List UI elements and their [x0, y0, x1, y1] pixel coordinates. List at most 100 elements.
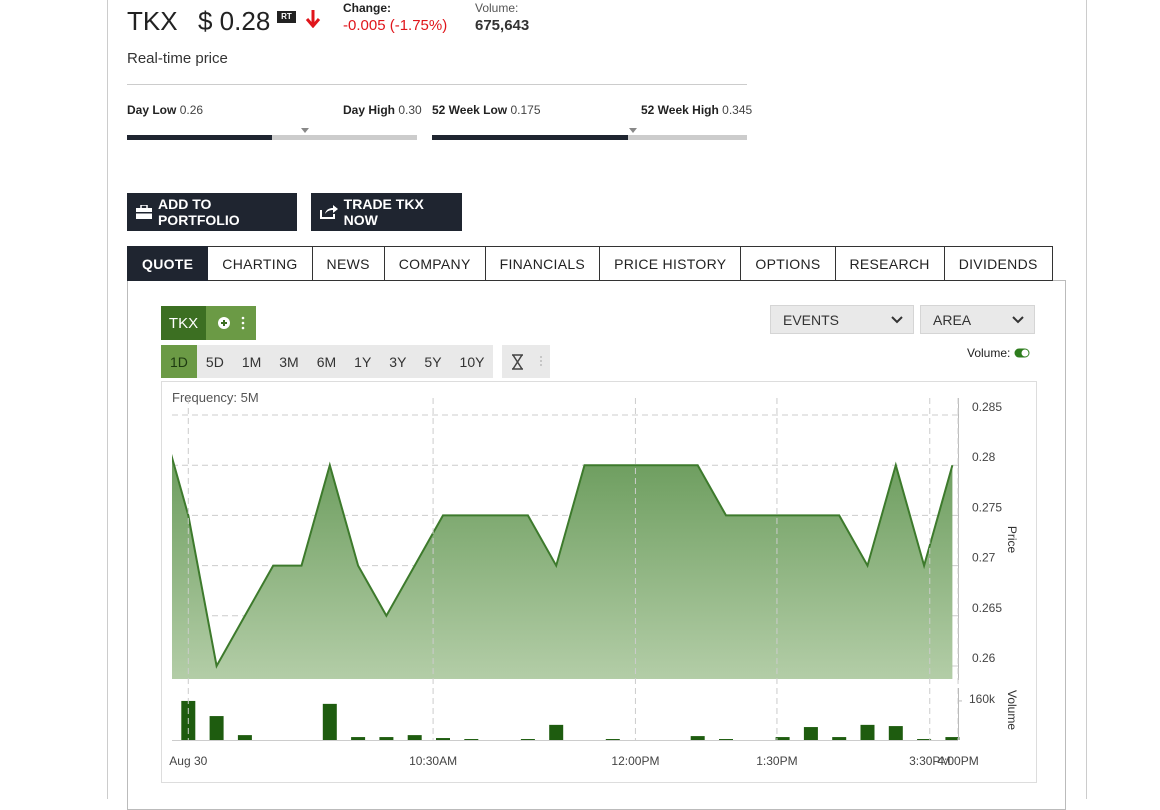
toggle-label: Volume:: [967, 346, 1011, 360]
volume-bar: [322, 703, 337, 740]
subtitle: Real-time price: [127, 50, 228, 67]
chip-icons: [218, 316, 245, 330]
volume-label: Volume:: [475, 1, 519, 15]
briefcase-icon: [136, 204, 152, 219]
period-button[interactable]: 5D: [196, 345, 233, 378]
button-label: TRADE TKX NOW: [343, 196, 424, 228]
range-bar: [432, 135, 747, 140]
x-tick-label: 1:30PM: [756, 754, 797, 768]
period-button[interactable]: 6M: [307, 345, 346, 378]
tab[interactable]: CHARTING: [208, 246, 313, 281]
x-tick-label: 10:30AM: [409, 754, 457, 768]
tab-bar: QUOTE CHARTING NEWS COMPANY FINANCIALS PRICE …: [127, 246, 1053, 281]
range-selector[interactable]: [502, 345, 550, 378]
range-low: Day Low 0.26: [127, 103, 203, 117]
range-value: 0.345: [722, 103, 753, 117]
volume-bar: [351, 737, 366, 740]
events-dropdown[interactable]: EVENTS: [770, 305, 914, 334]
volume-bar: [549, 724, 564, 740]
y-tick-label: 0.27: [972, 551, 996, 565]
axis-title: Volume: [1005, 690, 1019, 730]
volume-bar: [775, 737, 790, 740]
y-tick-label: 0.26: [972, 651, 996, 665]
range-label: Day Low: [127, 103, 177, 117]
x-tick-label: 3:30PM: [909, 754, 950, 768]
plot: [172, 453, 954, 679]
area: [172, 457, 953, 679]
period-button[interactable]: 1Y: [345, 345, 381, 378]
range-high: Day High 0.30: [343, 103, 422, 117]
chevron: [1012, 315, 1024, 323]
y-tick-label: 160k: [969, 692, 996, 706]
style-dropdown[interactable]: AREA: [920, 305, 1035, 334]
y-tick-label: 0.265: [972, 601, 1002, 615]
symbol-chip[interactable]: TKX: [161, 306, 256, 340]
share-icon: [320, 205, 338, 219]
range-high: 52 Week High 0.345: [641, 103, 752, 117]
range-fill: [127, 135, 272, 140]
volume-bar: [832, 737, 847, 740]
range-marker: [301, 128, 309, 133]
down-arrow: [305, 10, 321, 28]
range-value: 0.175: [510, 103, 541, 117]
range-low: 52 Week Low 0.175: [432, 103, 541, 117]
period-button[interactable]: 1M: [232, 345, 271, 378]
toggle-switch: [1014, 348, 1030, 358]
price-line: [172, 453, 954, 669]
tab[interactable]: COMPANY: [384, 246, 486, 281]
dropdown-label: EVENTS: [783, 311, 840, 328]
volume-bar: [945, 737, 960, 740]
period-button[interactable]: 3M: [270, 345, 308, 378]
range-label: 52 Week Low: [432, 103, 508, 117]
volume-bar: [209, 716, 224, 740]
period-button[interactable]: 3Y: [380, 345, 416, 378]
change-label: Change:: [343, 1, 391, 15]
hourglass-icon: [512, 354, 542, 370]
tab[interactable]: RESEARCH: [835, 246, 945, 281]
symbol: TKX: [127, 6, 178, 36]
price: $ 0.28: [198, 6, 271, 36]
y-tick-label: 0.275: [972, 500, 1002, 514]
frame-line: [107, 0, 108, 799]
x-tick-label: 12:00PM: [611, 754, 659, 768]
volume-bar: [407, 735, 422, 740]
tab[interactable]: FINANCIALS: [485, 246, 601, 281]
y-tick-label: 0.285: [972, 400, 1002, 414]
chevron: [891, 315, 903, 323]
volume-bar: [860, 724, 875, 740]
divider: [127, 84, 747, 85]
frequency-label: Frequency: 5M: [172, 390, 259, 405]
volume-bar: [237, 735, 252, 740]
axis-title: Price: [1005, 526, 1019, 554]
volume-bar: [690, 736, 705, 740]
range-label: 52 Week High: [641, 103, 719, 117]
period-button[interactable]: 5Y: [415, 345, 451, 378]
volume-bar: [436, 738, 450, 740]
button-label: ADD TO PORTFOLIO: [157, 196, 240, 228]
trade-button[interactable]: TRADE TKX NOW: [311, 193, 462, 231]
range-label: Day High: [343, 103, 396, 117]
volume-bar: [888, 726, 903, 740]
volume-bar: [917, 739, 932, 740]
y-tick-label: 0.28: [972, 450, 996, 464]
tab[interactable]: QUOTE: [127, 246, 209, 281]
tab[interactable]: OPTIONS: [741, 246, 836, 281]
volume-bar: [803, 727, 818, 740]
period-bar: 1D 5D 1M 3M 6M 1Y 3Y 5Y 10Y: [161, 345, 494, 378]
period-button[interactable]: 10Y: [450, 345, 494, 378]
range-bar: [127, 135, 417, 140]
range-fill: [432, 135, 628, 140]
volume-bar: [379, 737, 394, 740]
tab[interactable]: PRICE HISTORY: [600, 246, 742, 281]
range-value: 0.26: [179, 103, 204, 117]
chip-symbol: TKX: [161, 306, 206, 340]
x-tick-label: Aug 30: [169, 754, 207, 768]
add-portfolio-button[interactable]: ADD TO PORTFOLIO: [127, 193, 297, 231]
volume-toggle[interactable]: Volume:: [967, 346, 1030, 360]
volume: 675,643: [475, 17, 530, 34]
tab[interactable]: DIVIDENDS: [944, 246, 1053, 281]
period-button[interactable]: 1D: [161, 345, 197, 378]
tab[interactable]: NEWS: [312, 246, 385, 281]
